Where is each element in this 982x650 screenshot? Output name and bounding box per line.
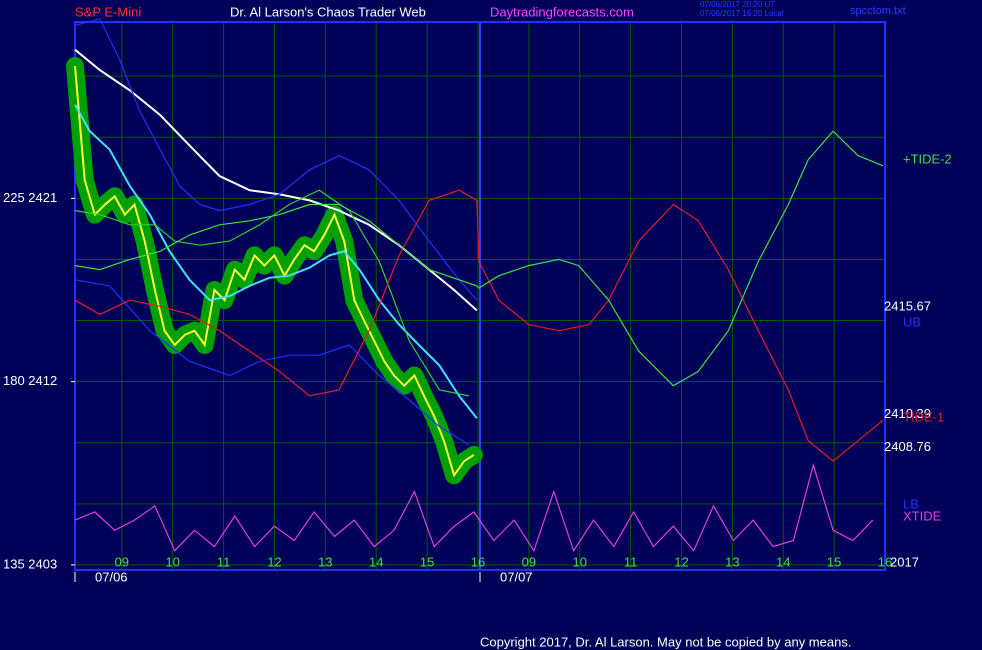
x-tick-label: 14 xyxy=(369,554,383,569)
series-name: UB xyxy=(903,314,921,329)
stamp-local: 07/06/2017 16:20 Local xyxy=(700,9,784,18)
series-name: +TIDE-2 xyxy=(903,151,952,166)
series-line xyxy=(74,189,884,462)
x-tick-label: 12 xyxy=(267,554,281,569)
x-tick-label: 10 xyxy=(572,554,586,569)
x-tick-label: 09 xyxy=(522,554,536,569)
series-name: LB xyxy=(903,496,919,511)
file-name: spcctom.txt xyxy=(850,5,906,17)
price-label: 2410.39 xyxy=(884,406,931,421)
series-line xyxy=(74,104,478,419)
y-tick-label: 180 2412 xyxy=(3,373,57,388)
x-tick-label: 16 xyxy=(471,554,485,569)
y-tick-label: 225 2421 xyxy=(3,190,57,205)
x-tick-label: 09 xyxy=(115,554,129,569)
x-tick-label: 15 xyxy=(420,554,434,569)
plot xyxy=(66,18,884,553)
stamp-ut: 07/06/2017 20:20 UT xyxy=(700,0,775,9)
x-tick-label: 16 xyxy=(878,554,892,569)
y-tick-label: 135 2403 xyxy=(3,556,57,571)
x-tick-label: 11 xyxy=(624,554,638,569)
x-tick-label: 15 xyxy=(827,554,841,569)
price-label: 2415.67 xyxy=(884,298,931,313)
site: Daytradingforecasts.com xyxy=(490,4,634,19)
copyright: Copyright 2017, Dr. Al Larson. May not b… xyxy=(480,634,851,649)
price-label: 2408.76 xyxy=(884,439,931,454)
series-line xyxy=(74,279,470,446)
symbol: S&P E-Mini xyxy=(75,4,141,19)
series-line xyxy=(74,18,478,301)
series-name: XTIDE xyxy=(903,508,942,523)
price-line xyxy=(74,65,475,478)
series-name: TIDE-1 xyxy=(903,409,944,424)
x-tick-label: 14 xyxy=(776,554,790,569)
series-line xyxy=(74,189,469,397)
series-line xyxy=(74,462,874,553)
series-line xyxy=(74,130,884,387)
chart-title: Dr. Al Larson's Chaos Trader Web xyxy=(230,4,426,19)
date-label: 07/06 xyxy=(95,569,128,584)
x-tick-label: 13 xyxy=(725,554,739,569)
x-tick-label: 13 xyxy=(318,554,332,569)
x-tick-label: 11 xyxy=(217,554,231,569)
x-tick-label: 12 xyxy=(674,554,688,569)
x-tick-label: 10 xyxy=(165,554,179,569)
year-label: 2017 xyxy=(890,554,919,569)
date-label: 07/07 xyxy=(500,569,533,584)
